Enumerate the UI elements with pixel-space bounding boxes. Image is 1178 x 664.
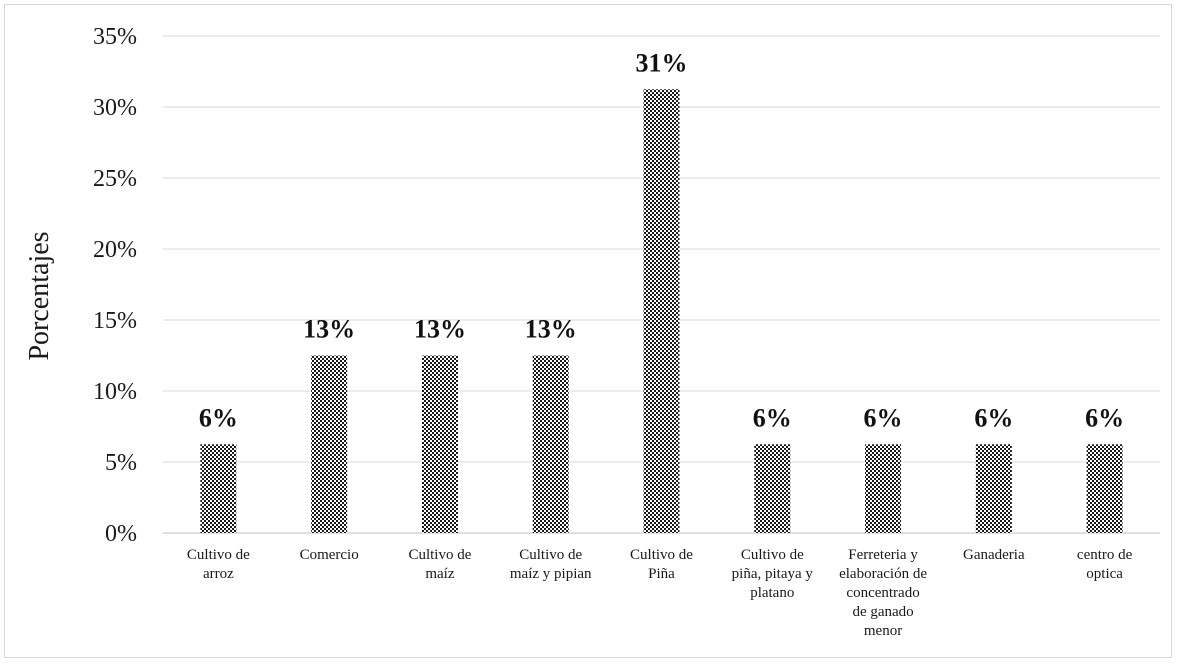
bar [1086, 444, 1123, 533]
data-label: 13% [414, 315, 466, 344]
x-tick-label: Cultivo de maíz y pipian [510, 547, 592, 582]
x-tick-label: Cultivo de piña, pitaya y platano [732, 547, 814, 601]
data-label: 6% [1085, 403, 1124, 432]
data-labels: 6% 13% 13% 13% 31% 6% 6% 6% 6% [199, 48, 1124, 432]
data-label: 13% [525, 315, 577, 344]
x-tick-label: Cultivo de arroz [187, 547, 250, 582]
y-tick-label: 0% [105, 521, 137, 547]
bar [200, 444, 237, 533]
x-tick-labels: Cultivo de arroz Comercio Cultivo de maíz Cul… [187, 547, 1133, 639]
y-tick-label: 25% [93, 166, 137, 192]
x-tick-label: Ferreteria y elaboración de concentrado de … [839, 547, 927, 639]
chart-frame [4, 4, 1172, 658]
bar [421, 355, 458, 533]
bar [311, 355, 348, 533]
x-tick-label: Cultivo de maíz [408, 547, 471, 582]
y-tick-label: 15% [93, 308, 137, 334]
y-tick-label: 5% [105, 450, 137, 476]
bars [200, 89, 1123, 533]
bar [865, 444, 902, 533]
y-axis-title: Porcentajes [24, 231, 55, 360]
data-label: 31% [636, 48, 688, 77]
y-tick-label: 10% [93, 379, 137, 405]
data-label: 6% [974, 403, 1013, 432]
data-label: 6% [864, 403, 903, 432]
data-label: 13% [303, 315, 355, 344]
x-tick-label: Ganaderia [963, 547, 1025, 563]
bar [532, 355, 569, 533]
y-tick-labels: 0% 5% 10% 15% 20% 25% 30% 35% [93, 24, 137, 547]
bar [643, 89, 680, 533]
y-tick-label: 30% [93, 95, 137, 121]
bar [975, 444, 1012, 533]
x-tick-label: Comercio [300, 547, 359, 563]
y-tick-label: 20% [93, 237, 137, 263]
data-label: 6% [753, 403, 792, 432]
x-tick-label: Cultivo de Piña [630, 547, 693, 582]
x-tick-label: centro de optica [1077, 547, 1133, 582]
y-tick-label: 35% [93, 24, 137, 50]
data-label: 6% [199, 403, 238, 432]
bar [754, 444, 791, 533]
